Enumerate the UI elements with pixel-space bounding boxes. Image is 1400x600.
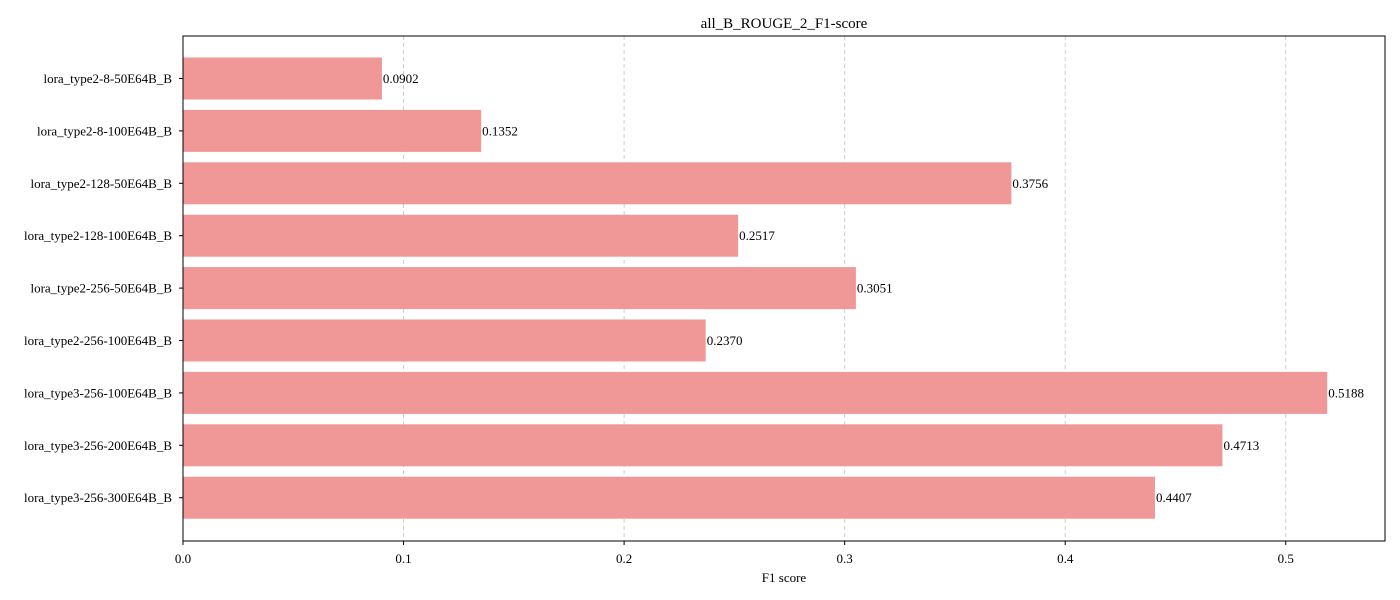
bar bbox=[183, 162, 1012, 205]
bar-value-label: 0.2370 bbox=[707, 333, 743, 348]
y-tick-label: lora_type2-256-50E64B_B bbox=[30, 281, 172, 296]
y-tick-label: lora_type2-8-50E64B_B bbox=[43, 71, 172, 86]
bar-value-label: 0.2517 bbox=[739, 228, 775, 243]
y-tick-label: lora_type3-256-200E64B_B bbox=[24, 438, 172, 453]
x-tick-label: 0.5 bbox=[1278, 551, 1294, 566]
chart-title: all_B_ROUGE_2_F1-score bbox=[701, 16, 868, 32]
bar bbox=[183, 424, 1223, 467]
bars bbox=[183, 57, 1328, 519]
bar bbox=[183, 57, 382, 100]
y-tick-label: lora_type3-256-100E64B_B bbox=[24, 385, 172, 400]
x-tick-label: 0.4 bbox=[1057, 551, 1074, 566]
y-tick-label: lora_type2-128-50E64B_B bbox=[30, 176, 172, 191]
y-axis: lora_type2-8-50E64B_B lora_type2-8-100E64… bbox=[24, 71, 183, 505]
y-tick-label: lora_type3-256-300E64B_B bbox=[24, 490, 172, 505]
x-tick-label: 0.1 bbox=[395, 551, 411, 566]
y-tick-label: lora_type2-128-100E64B_B bbox=[24, 228, 172, 243]
bar bbox=[183, 214, 739, 257]
bar-value-label: 0.1352 bbox=[482, 123, 518, 138]
bar bbox=[183, 476, 1155, 519]
x-axis: 0.0 0.1 0.2 0.3 0.4 0.5 bbox=[175, 541, 1294, 566]
y-tick-label: lora_type2-8-100E64B_B bbox=[37, 123, 172, 138]
bar bbox=[183, 319, 706, 362]
value-labels: 0.0902 0.1352 0.3756 0.2517 0.3051 0.2370 0.51… bbox=[383, 71, 1364, 505]
bar bbox=[183, 267, 856, 310]
bar bbox=[183, 371, 1328, 414]
x-tick-label: 0.3 bbox=[837, 551, 853, 566]
x-axis-label: F1 score bbox=[762, 570, 807, 585]
bar-value-label: 0.3051 bbox=[857, 281, 893, 296]
bar bbox=[183, 109, 482, 152]
bar-value-label: 0.4713 bbox=[1223, 438, 1259, 453]
bar-value-label: 0.0902 bbox=[383, 71, 419, 86]
x-tick-label: 0.2 bbox=[616, 551, 632, 566]
y-tick-label: lora_type2-256-100E64B_B bbox=[24, 333, 172, 348]
x-tick-label: 0.0 bbox=[175, 551, 191, 566]
bar-value-label: 0.4407 bbox=[1156, 490, 1192, 505]
bar-value-label: 0.5188 bbox=[1328, 385, 1364, 400]
bar-value-label: 0.3756 bbox=[1012, 176, 1048, 191]
